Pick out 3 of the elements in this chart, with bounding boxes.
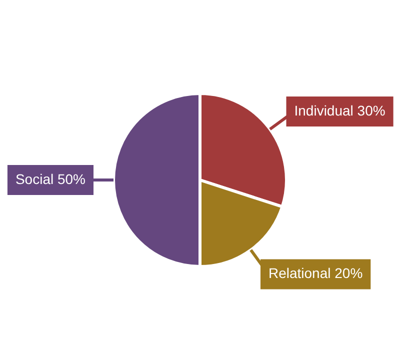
slice-label: Relational 20%: [268, 265, 363, 282]
slice-label: Individual 30%: [294, 102, 386, 118]
slice-label: Social 50%: [15, 170, 86, 187]
